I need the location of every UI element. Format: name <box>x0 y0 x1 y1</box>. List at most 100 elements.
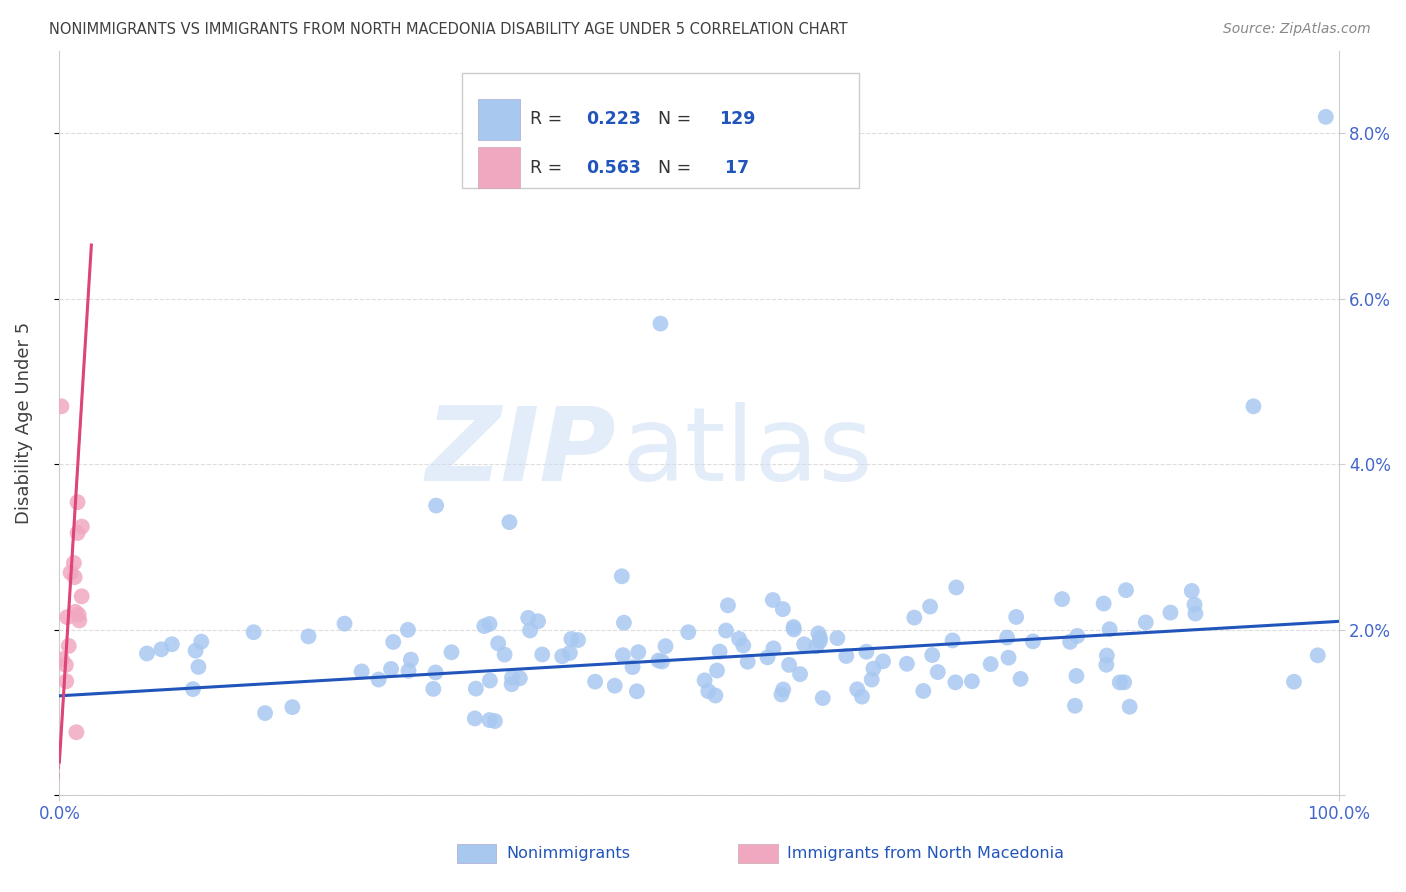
Point <box>1092 597 1115 611</box>
Point <box>65 725 87 739</box>
Point <box>1243 400 1265 414</box>
Point <box>472 619 495 633</box>
Point <box>762 593 785 607</box>
Point <box>1066 629 1088 643</box>
Point <box>65 605 87 619</box>
Point <box>63 570 86 584</box>
Point <box>627 645 650 659</box>
Text: R =: R = <box>530 111 568 128</box>
Point <box>793 637 815 651</box>
Point <box>717 599 740 613</box>
Point <box>478 713 501 727</box>
Point <box>398 664 420 678</box>
Point <box>807 626 830 640</box>
Point <box>693 673 716 688</box>
Point <box>67 607 90 622</box>
Point <box>498 515 520 529</box>
FancyBboxPatch shape <box>478 99 520 140</box>
Point <box>789 667 811 681</box>
Point <box>770 688 793 702</box>
Point <box>486 636 509 650</box>
Point <box>762 641 785 656</box>
Text: 17: 17 <box>720 159 749 177</box>
Point <box>697 684 720 698</box>
Text: N =: N = <box>658 111 697 128</box>
Text: 129: 129 <box>720 111 756 128</box>
Point <box>1184 607 1206 621</box>
Point <box>1135 615 1157 630</box>
Point <box>66 526 89 541</box>
Point <box>1064 698 1087 713</box>
Point <box>527 615 550 629</box>
Point <box>382 635 405 649</box>
Point <box>827 631 849 645</box>
Point <box>1050 592 1073 607</box>
Point <box>399 652 422 666</box>
Point <box>912 684 935 698</box>
Point <box>728 632 751 646</box>
Point <box>478 616 501 631</box>
Point <box>70 590 93 604</box>
Point <box>1184 598 1206 612</box>
Point <box>281 700 304 714</box>
Point <box>772 682 794 697</box>
Point <box>737 655 759 669</box>
Point <box>1010 672 1032 686</box>
Point <box>603 679 626 693</box>
Bar <box>457 844 496 863</box>
Point <box>501 677 523 691</box>
Point <box>995 631 1018 645</box>
Point <box>464 681 486 696</box>
FancyBboxPatch shape <box>478 147 520 188</box>
Point <box>135 647 157 661</box>
Point <box>531 648 554 662</box>
Point <box>181 682 204 697</box>
Text: Immigrants from North Macedonia: Immigrants from North Macedonia <box>787 847 1064 861</box>
Point <box>903 610 925 624</box>
Point <box>704 689 727 703</box>
Point <box>846 682 869 697</box>
Point <box>55 674 77 689</box>
Point <box>1022 634 1045 648</box>
Point <box>1066 669 1088 683</box>
Point <box>551 649 574 664</box>
Point <box>806 639 828 653</box>
Point <box>58 639 80 653</box>
Point <box>1108 675 1130 690</box>
Point <box>783 623 806 637</box>
Point <box>51 400 73 414</box>
Point <box>610 569 633 583</box>
Point <box>1115 583 1137 598</box>
Point <box>484 714 506 728</box>
Point <box>583 674 606 689</box>
Point <box>440 645 463 659</box>
Point <box>621 660 644 674</box>
Point <box>350 665 373 679</box>
Point <box>1114 675 1136 690</box>
Point <box>651 655 673 669</box>
Point <box>478 673 501 688</box>
Point <box>654 639 676 653</box>
Point <box>160 637 183 651</box>
Text: 0.563: 0.563 <box>586 159 641 177</box>
Point <box>706 664 728 678</box>
Point <box>678 625 700 640</box>
Point <box>396 623 419 637</box>
Point <box>612 648 634 662</box>
Point <box>896 657 918 671</box>
Text: R =: R = <box>530 159 568 177</box>
Point <box>808 634 831 648</box>
Point <box>1118 699 1140 714</box>
Point <box>1181 583 1204 598</box>
Point <box>558 646 581 660</box>
Point <box>59 566 82 580</box>
Point <box>811 691 834 706</box>
Point <box>709 644 731 658</box>
Point <box>509 671 531 685</box>
Point <box>960 674 983 689</box>
Point <box>1282 674 1305 689</box>
Point <box>756 650 779 665</box>
Point <box>860 673 883 687</box>
Point <box>921 648 943 662</box>
Point <box>997 650 1019 665</box>
